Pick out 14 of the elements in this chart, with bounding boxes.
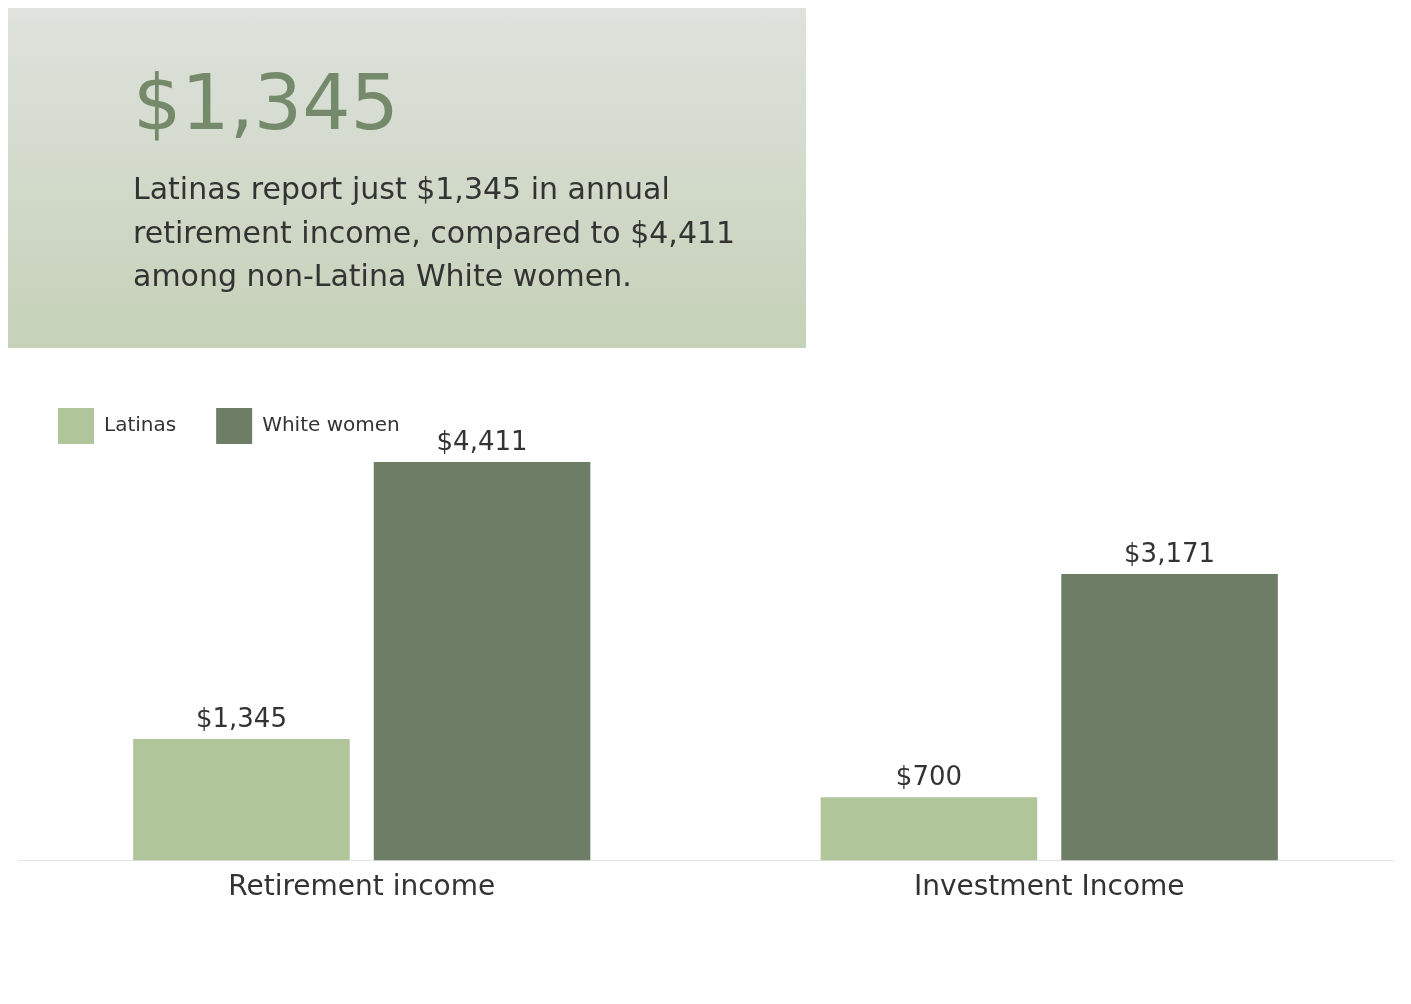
data-label: $1,345 [195,702,287,733]
x-tick-label: Retirement income [228,868,496,902]
data-label: $700 [895,760,963,791]
chart-title: $1,345 [133,58,400,147]
bar [1061,573,1278,860]
data-label: $3,171 [1124,537,1216,568]
chart-subtitle: Latinas report just $1,345 in annual retirement income, compared to $4,411 among non-Latina White women. [133,170,736,295]
bar [373,461,591,860]
data-label: $4,411 [436,425,528,456]
legend-label: White women [262,411,400,436]
x-tick-label: Investment Income [913,868,1185,902]
bar [133,738,350,860]
bar [820,796,1038,860]
legend-label: Latinas [104,411,177,436]
